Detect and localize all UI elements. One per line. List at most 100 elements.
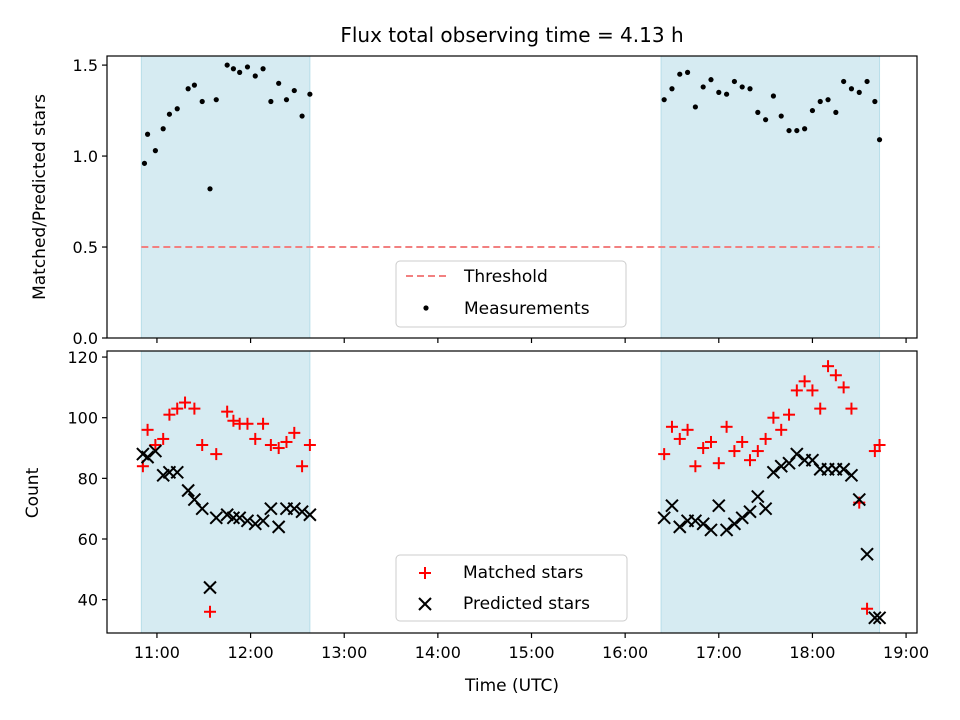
- measurements-point: [230, 66, 237, 72]
- matched-stars-point: [288, 426, 301, 439]
- measurements-point: [770, 93, 777, 99]
- predicted-stars-point: [852, 492, 866, 507]
- predicted-stars-point: [256, 514, 270, 528]
- x-tick-label: 12:00: [228, 643, 274, 662]
- observing-span-1: [140, 350, 311, 634]
- matched-stars-point: [814, 402, 827, 415]
- predicted-stars-point: [688, 514, 703, 528]
- predicted-stars-point: [195, 501, 209, 516]
- matched-stars-point: [697, 442, 710, 455]
- measurements-point: [786, 127, 792, 134]
- y-tick-label: 40: [78, 591, 98, 610]
- y-tick-label: 120: [67, 348, 98, 367]
- predicted-stars-point: [226, 511, 241, 525]
- predicted-stars-point: [209, 511, 223, 525]
- x-tick-label: 16:00: [602, 643, 648, 662]
- matched-stars-point: [241, 417, 254, 430]
- measurements-point: [152, 148, 158, 154]
- measurements-point: [191, 82, 197, 88]
- predicted-stars-point: [872, 611, 887, 625]
- predicted-stars-point: [303, 508, 317, 522]
- matched-stars-point: [257, 417, 270, 430]
- predicted-stars-point: [665, 498, 679, 513]
- predicted-stars-point: [657, 511, 671, 525]
- matched-stars-point: [658, 448, 671, 461]
- ratio-panel: 0.0 0.5 1.0 1.5: [73, 55, 918, 348]
- measurements-point: [841, 78, 847, 85]
- matched-stars-point: [775, 423, 788, 436]
- measurements-point: [864, 78, 870, 85]
- matched-stars-point: [665, 420, 678, 433]
- measurements-point: [174, 106, 180, 112]
- matched-stars-point: [689, 460, 702, 473]
- matched-stars-point: [141, 423, 154, 436]
- matched-stars-point: [837, 381, 850, 394]
- measurements-point: [252, 73, 258, 79]
- x-tick-label: 14:00: [415, 643, 461, 662]
- predicted-stars-point: [758, 501, 773, 516]
- predicted-stars-point: [844, 468, 859, 483]
- measurements-point: [723, 91, 730, 97]
- matched-stars-point: [296, 460, 309, 473]
- measurements-point: [661, 97, 667, 103]
- measurements-point: [708, 77, 714, 83]
- bottom-legend-frame: [395, 554, 628, 622]
- matched-stars-point: [845, 402, 858, 415]
- measurements-point: [833, 109, 839, 115]
- x-axis-label: Time (UTC): [464, 676, 559, 696]
- measurements-point: [677, 71, 683, 77]
- predicted-stars-point: [264, 501, 278, 516]
- predicted-stars-point: [248, 517, 262, 531]
- matched-stars-point: [783, 408, 796, 421]
- plot-frame: [106, 55, 918, 339]
- measurements-point: [244, 64, 251, 70]
- measurements-point: [307, 91, 313, 97]
- matched-stars-point: [720, 420, 733, 433]
- measurements-point: [276, 80, 282, 86]
- measurements-point: [755, 109, 761, 115]
- predicted-stars-point: [271, 520, 286, 534]
- measurements-point: [207, 186, 213, 192]
- measurements-point: [669, 86, 675, 92]
- matched-stars-point: [210, 448, 223, 461]
- measurements-point: [856, 89, 862, 95]
- predicted-stars-point: [735, 511, 749, 525]
- matched-stars-point: [673, 432, 686, 445]
- matched-stars-point: [873, 439, 886, 451]
- predicted-stars-point: [704, 523, 718, 537]
- measurements-point: [872, 98, 878, 105]
- predicted-stars-point: [181, 483, 195, 498]
- predicted-stars-point: [287, 501, 301, 516]
- observing-span-2: [660, 55, 881, 339]
- measurements-point: [778, 113, 784, 119]
- matched-stars-point: [157, 432, 170, 445]
- matched-stars-point: [861, 602, 874, 615]
- legend-matched-label: Matched stars: [463, 563, 583, 583]
- matched-stars-point: [806, 384, 819, 397]
- x-tick-label: 11:00: [134, 643, 180, 662]
- measurements-point: [268, 98, 274, 105]
- matched-stars-point: [829, 369, 842, 382]
- measurements-point: [716, 89, 722, 95]
- measurements-point: [684, 69, 691, 75]
- chart-title: Flux total observing time = 4.13 h: [340, 23, 683, 47]
- matched-stars-point: [868, 445, 881, 458]
- matched-stars-point: [188, 402, 201, 415]
- measurements-point: [825, 97, 831, 103]
- measurements-point: [817, 98, 823, 105]
- measurements-point: [809, 107, 816, 114]
- predicted-stars-point: [719, 523, 734, 537]
- x-tick-label: 13:00: [321, 643, 367, 662]
- legend-measurements-label: Measurements: [464, 299, 590, 319]
- matched-stars-point: [303, 439, 316, 451]
- matched-stars-point: [744, 454, 757, 467]
- predicted-stars-point: [140, 450, 155, 464]
- measurements-point: [224, 62, 230, 68]
- matched-stars-point: [681, 423, 694, 436]
- matched-stars-point: [196, 439, 209, 451]
- matched-stars-point: [712, 457, 725, 470]
- x-tick-label: 18:00: [789, 643, 835, 662]
- measurements-point: [802, 126, 808, 132]
- predicted-stars-point: [727, 517, 742, 531]
